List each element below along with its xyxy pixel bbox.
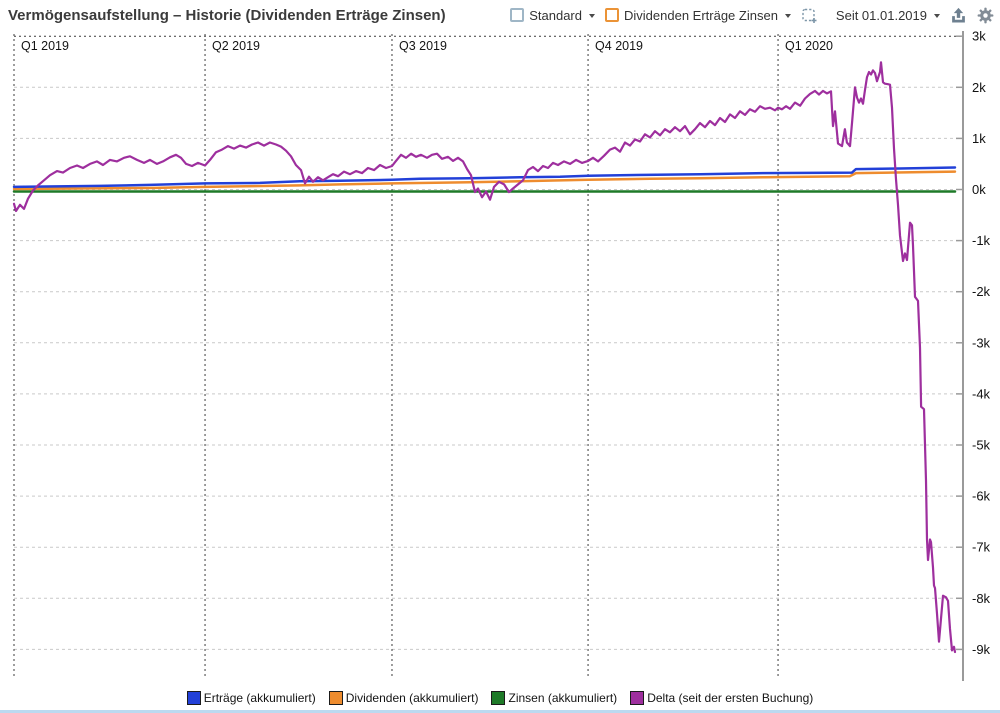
settings-button[interactable] xyxy=(977,7,994,24)
caret-down-icon xyxy=(934,14,940,18)
chart-toolbar: Standard Dividenden Erträge Zinsen Seit … xyxy=(510,7,994,24)
legend-swatch-delta xyxy=(630,691,645,705)
legend-item-zinsen[interactable]: Zinsen (akkumuliert) xyxy=(491,691,617,705)
series-line-ertraege xyxy=(12,166,957,189)
period-dropdown[interactable]: Seit 01.01.2019 xyxy=(836,8,940,23)
x-axis-label: Q1 2020 xyxy=(785,39,833,53)
y-axis-label: 3k xyxy=(972,29,986,44)
legend-label: Zinsen (akkumuliert) xyxy=(508,691,618,705)
y-axis-label: 0k xyxy=(972,182,986,197)
caret-down-icon xyxy=(784,14,791,18)
y-axis-label: -2k xyxy=(972,284,991,299)
view-dropdown-label: Standard xyxy=(529,7,582,23)
legend-item-delta[interactable]: Delta (seit der ersten Buchung) xyxy=(630,691,813,705)
legend-item-ertraege[interactable]: Erträge (akkumuliert) xyxy=(186,691,316,705)
view-square-icon xyxy=(510,8,525,22)
new-view-button[interactable] xyxy=(801,7,818,24)
x-axis-label: Q3 2019 xyxy=(399,39,447,53)
period-dropdown-label: Seit 01.01.2019 xyxy=(835,7,927,23)
chart-series-dropdown-label: Dividenden Erträge Zinsen xyxy=(624,7,778,23)
legend-swatch-ertraege xyxy=(186,691,201,705)
y-axis-label: -9k xyxy=(972,642,991,657)
y-axis-label: -5k xyxy=(972,438,991,453)
y-axis-label: -8k xyxy=(972,591,991,606)
y-axis-label: -1k xyxy=(972,233,991,248)
legend-swatch-zinsen xyxy=(491,691,506,705)
series-line-delta xyxy=(12,61,957,654)
series-line-dividenden xyxy=(12,170,957,191)
legend-label: Delta (seit der ersten Buchung) xyxy=(647,691,814,705)
y-axis-label: -6k xyxy=(972,489,991,504)
legend-label: Erträge (akkumuliert) xyxy=(203,691,316,705)
export-up-arrow-icon xyxy=(952,7,965,23)
chart-series-dropdown[interactable]: Dividenden Erträge Zinsen xyxy=(605,8,791,23)
y-axis-label: 1k xyxy=(972,131,986,146)
x-axis-label: Q1 2019 xyxy=(21,39,69,53)
series-square-icon xyxy=(605,8,619,22)
legend-label: Dividenden (akkumuliert) xyxy=(345,691,479,705)
view-dropdown[interactable]: Standard xyxy=(510,8,595,23)
x-axis-label: Q4 2019 xyxy=(595,39,643,53)
caret-down-icon xyxy=(589,14,595,18)
legend-item-dividenden[interactable]: Dividenden (akkumuliert) xyxy=(328,691,479,705)
window-bottom-edge xyxy=(0,710,1000,713)
y-axis-label: -4k xyxy=(972,386,991,401)
y-axis-label: 2k xyxy=(972,80,986,95)
chart-legend: Erträge (akkumuliert) Dividenden (akkumul… xyxy=(0,691,1000,705)
legend-swatch-dividenden xyxy=(328,691,343,705)
chart-header: Vermögensaufstellung – Historie (Dividen… xyxy=(0,0,1000,30)
dashed-square-plus-icon xyxy=(802,8,817,23)
y-axis-label: -7k xyxy=(972,540,991,555)
y-axis-label: -3k xyxy=(972,335,991,350)
x-axis-label: Q2 2019 xyxy=(212,39,260,53)
export-button[interactable] xyxy=(950,7,967,24)
chart-title: Vermögensaufstellung – Historie (Dividen… xyxy=(8,6,446,24)
gear-icon xyxy=(977,7,994,23)
